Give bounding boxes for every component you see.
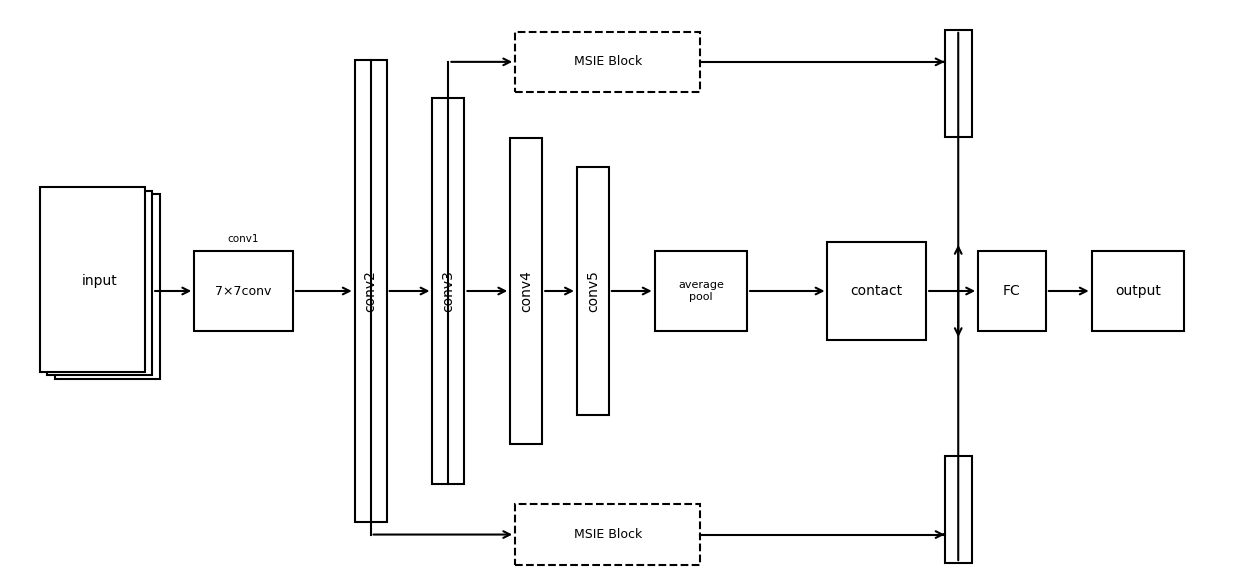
Text: output: output <box>1115 284 1161 298</box>
FancyBboxPatch shape <box>433 98 465 484</box>
Text: contact: contact <box>851 284 903 298</box>
FancyBboxPatch shape <box>40 187 145 372</box>
FancyBboxPatch shape <box>55 194 160 379</box>
FancyBboxPatch shape <box>978 251 1045 331</box>
Text: MSIE Block: MSIE Block <box>574 55 642 68</box>
Text: FC: FC <box>1003 284 1021 298</box>
Text: conv3: conv3 <box>441 270 455 312</box>
Text: input: input <box>82 274 118 288</box>
FancyBboxPatch shape <box>515 31 701 92</box>
FancyBboxPatch shape <box>945 30 972 137</box>
Text: conv5: conv5 <box>585 270 600 312</box>
Text: conv4: conv4 <box>520 270 533 312</box>
Text: MSIE Block: MSIE Block <box>574 528 642 541</box>
FancyBboxPatch shape <box>577 167 609 415</box>
FancyBboxPatch shape <box>827 242 926 340</box>
FancyBboxPatch shape <box>1091 251 1184 331</box>
FancyBboxPatch shape <box>195 251 293 331</box>
Text: average
pool: average pool <box>678 280 724 302</box>
Text: 7×7conv: 7×7conv <box>216 285 272 297</box>
FancyBboxPatch shape <box>355 61 387 521</box>
FancyBboxPatch shape <box>47 191 153 375</box>
FancyBboxPatch shape <box>945 456 972 563</box>
FancyBboxPatch shape <box>655 251 748 331</box>
Text: conv2: conv2 <box>363 270 378 312</box>
FancyBboxPatch shape <box>515 504 701 565</box>
FancyBboxPatch shape <box>510 139 542 443</box>
Text: conv1: conv1 <box>228 234 259 244</box>
